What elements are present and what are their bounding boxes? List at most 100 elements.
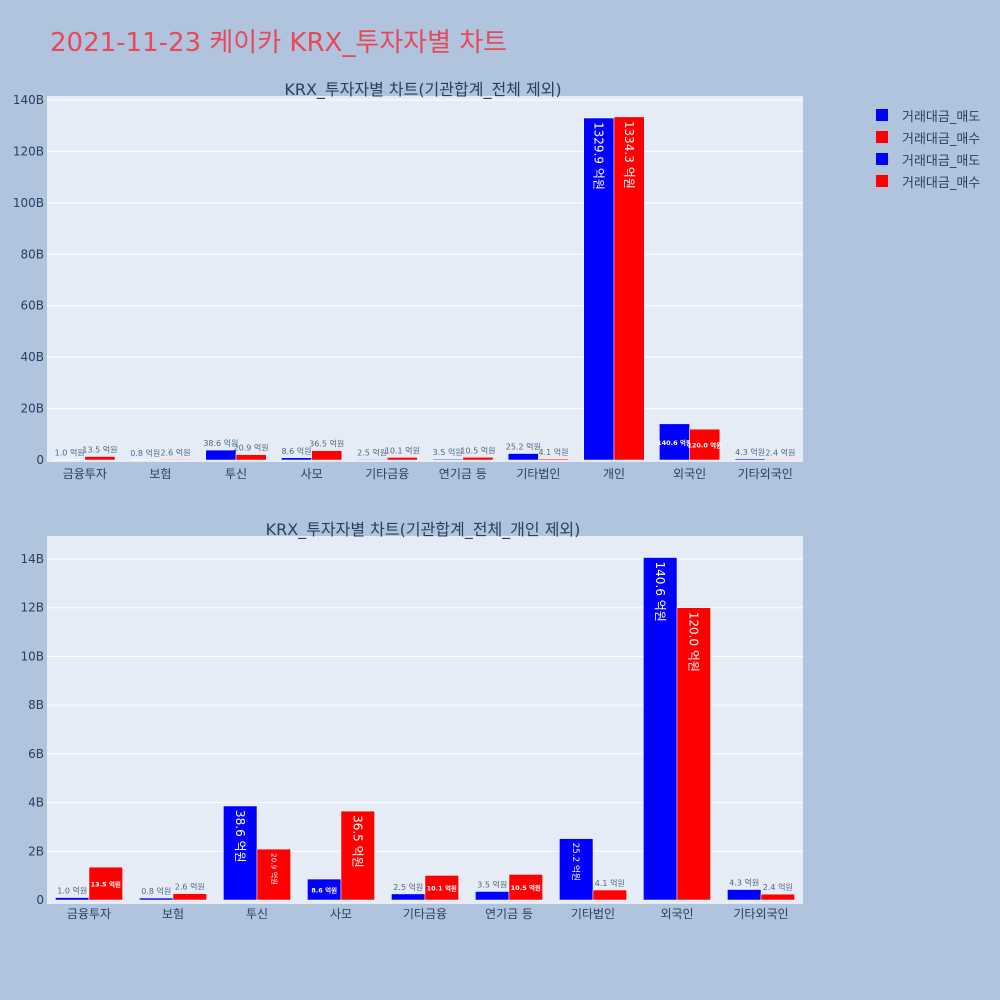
bar-data-label: 2.4 억원 xyxy=(765,447,795,457)
bar xyxy=(54,459,86,461)
bar-data-label: 13.5 억원 xyxy=(82,445,117,455)
bar-data-label: 36.5 억원 xyxy=(351,815,365,868)
x-tick-label: 금융투자 xyxy=(63,467,107,481)
bar-data-label: 1334.3 억원 xyxy=(622,121,636,189)
y-tick-label: 20B xyxy=(20,402,44,416)
bar xyxy=(462,457,494,461)
chart-title: KRX_투자자별 차트(기관합계_전체 제외) xyxy=(284,80,561,100)
bar-data-label: 3.5 억원 xyxy=(477,879,507,889)
legend: 거래대금_매도 거래대금_매수 거래대금_매도 거래대금_매수 xyxy=(876,104,980,192)
bar-data-label: 0.8 억원 xyxy=(141,886,171,896)
bar xyxy=(734,458,766,461)
bar-data-label: 120.0 억원 xyxy=(687,441,722,450)
y-tick-label: 0 xyxy=(36,453,44,467)
x-tick-label: 사모 xyxy=(330,907,352,921)
bar xyxy=(592,889,627,901)
x-tick-label: 연기금 등 xyxy=(439,467,487,481)
bar-data-label: 20.9 억원 xyxy=(234,443,269,453)
legend-label: 거래대금_매수 xyxy=(902,131,981,147)
bar-data-label: 10.5 억원 xyxy=(460,445,495,455)
y-tick-label: 40B xyxy=(20,350,44,364)
bar xyxy=(643,557,678,901)
legend-swatch-sell xyxy=(876,109,888,121)
legend-item-sell[interactable]: 거래대금_매도 xyxy=(876,104,980,126)
x-tick-label: 기타법인 xyxy=(516,467,560,481)
page-title: 2021-11-23 케이카 KRX_투자자별 차트 xyxy=(50,28,508,58)
legend-item-sell[interactable]: 거래대금_매도 xyxy=(876,148,980,170)
bar-data-label: 10.5 억원 xyxy=(511,883,541,892)
bar-data-label: 4.1 억원 xyxy=(595,878,625,888)
legend-item-buy[interactable]: 거래대금_매수 xyxy=(876,170,980,192)
bar xyxy=(689,428,721,461)
bar xyxy=(139,897,174,901)
chart-title: KRX_투자자별 차트(기관합계_전체_개인 제외) xyxy=(266,520,581,540)
bar xyxy=(386,457,418,461)
bar xyxy=(760,893,795,901)
bar-data-label: 4.3 억원 xyxy=(729,878,759,888)
bar-data-label: 140.6 억원 xyxy=(657,438,692,447)
bar xyxy=(129,459,161,461)
bar-data-label: 2.4 억원 xyxy=(763,882,793,892)
bar-data-label: 4.3 억원 xyxy=(735,447,765,457)
x-tick-label: 외국인 xyxy=(660,907,693,921)
legend-swatch-buy xyxy=(876,175,888,187)
y-tick-label: 6B xyxy=(28,747,44,761)
x-tick-label: 보험 xyxy=(149,467,171,481)
bar xyxy=(507,453,539,461)
bar-data-label: 38.6 억원 xyxy=(233,810,247,863)
bar-data-label: 36.5 억원 xyxy=(309,439,344,449)
bar-data-label: 2.6 억원 xyxy=(161,447,191,457)
bar-data-label: 120.0 억원 xyxy=(687,612,701,672)
bar-data-label: 10.1 억원 xyxy=(385,445,420,455)
x-tick-label: 개인 xyxy=(603,467,625,481)
bar-data-label: 1.0 억원 xyxy=(57,886,87,896)
bar-data-label: 2.6 억원 xyxy=(175,882,205,892)
bar xyxy=(281,457,312,461)
bar-data-label: 1329.9 억원 xyxy=(592,122,606,190)
bar xyxy=(424,875,459,901)
bar xyxy=(356,459,388,461)
x-tick-label: 연기금 등 xyxy=(485,907,533,921)
bar xyxy=(223,805,258,901)
bar-data-label: 2.5 억원 xyxy=(357,447,387,457)
y-tick-label: 8B xyxy=(28,698,44,712)
bar-data-label: 25.2 억원 xyxy=(570,843,582,881)
y-tick-label: 2B xyxy=(28,844,44,858)
chart-institutional-excluded: 0 20B 40B 60B 80B 100B 120B 140B KRX_투자자별 차트(기관합… xyxy=(13,80,803,481)
bar-data-label: 0.8 억원 xyxy=(130,448,160,458)
bar-data-label: 10.1 억원 xyxy=(427,884,457,893)
y-tick-label: 4B xyxy=(28,796,44,810)
bar xyxy=(676,607,711,901)
x-tick-label: 보험 xyxy=(162,907,184,921)
bar xyxy=(311,450,343,461)
bar xyxy=(659,423,690,461)
y-tick-label: 80B xyxy=(20,247,44,261)
bar-data-label: 3.5 억원 xyxy=(433,447,463,457)
x-tick-label: 기타법인 xyxy=(571,907,615,921)
bar xyxy=(256,848,291,901)
bar xyxy=(205,449,237,461)
bar xyxy=(613,116,645,461)
bar xyxy=(432,458,464,461)
legend-item-buy[interactable]: 거래대금_매수 xyxy=(876,126,980,148)
bar-data-label: 8.6 억원 xyxy=(311,886,337,895)
bar-data-label: 4.1 억원 xyxy=(539,447,569,457)
y-tick-label: 100B xyxy=(13,196,44,210)
x-tick-label: 기타외국인 xyxy=(738,467,793,481)
y-tick-label: 120B xyxy=(13,144,44,158)
bar-data-label: 2.5 억원 xyxy=(393,882,423,892)
bar xyxy=(160,459,191,461)
bar xyxy=(340,810,375,901)
bar xyxy=(559,838,594,901)
bar xyxy=(475,891,510,901)
y-tick-label: 60B xyxy=(20,299,44,313)
bar-data-label: 20.9 억원 xyxy=(269,853,278,885)
y-tick-label: 140B xyxy=(13,93,44,107)
bar-data-label: 25.2 억원 xyxy=(506,442,541,452)
x-tick-label: 투신 xyxy=(225,467,247,481)
bar xyxy=(88,866,123,901)
x-tick-label: 사모 xyxy=(301,467,323,481)
bar xyxy=(538,458,569,461)
bar xyxy=(235,454,267,461)
